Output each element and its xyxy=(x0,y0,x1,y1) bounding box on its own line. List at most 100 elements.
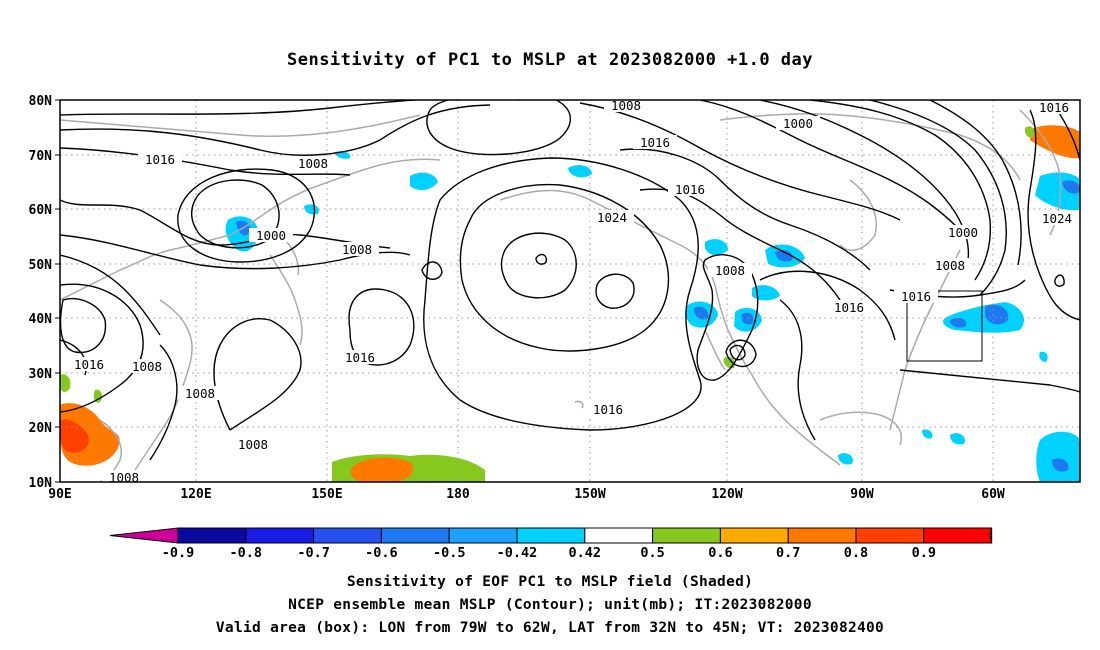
isobar xyxy=(1054,274,1065,287)
isobar xyxy=(639,188,841,301)
isobar xyxy=(149,344,178,461)
lat-label: 80N xyxy=(29,94,53,109)
isobar xyxy=(729,344,746,361)
contour-labels: 1008 1000 1016 1016 1008 1000 1008 1016 … xyxy=(67,98,1079,485)
colorbar-label: -0.9 xyxy=(162,545,195,561)
colorbar-swatch xyxy=(380,527,450,544)
isobar xyxy=(500,232,577,299)
coastline-hudson xyxy=(839,179,877,251)
lon-label: 60W xyxy=(981,487,1005,502)
contour-label: 1016 xyxy=(834,300,864,315)
colorbar-label: 0.42 xyxy=(569,545,602,561)
isobar xyxy=(535,253,548,265)
contour-label: 1008 xyxy=(611,98,641,113)
shade-negative-6-core xyxy=(694,306,709,320)
isobar xyxy=(60,298,107,354)
coastline-alaska xyxy=(499,189,716,286)
contour-label: 1000 xyxy=(948,225,978,240)
colorbar-swatch xyxy=(584,527,654,544)
contour-label: 1008 xyxy=(935,258,965,273)
contour-label: 1016 xyxy=(1039,100,1069,115)
isobar xyxy=(1027,109,1080,321)
lon-label: 150W xyxy=(574,487,605,502)
colorbar-swatch xyxy=(652,527,721,544)
coastline-gulf xyxy=(819,411,902,446)
coastline-baja xyxy=(704,329,726,371)
colorbar-label: 0.5 xyxy=(640,545,664,561)
caption-shaded: Sensitivity of EOF PC1 to MSLP field (Sh… xyxy=(346,574,754,590)
shade-negative-12-core xyxy=(1062,180,1080,194)
contour-label: 1024 xyxy=(597,210,627,225)
shade-negative-15 xyxy=(838,453,853,465)
isobar xyxy=(899,369,1080,393)
colorbar-label: -0.42 xyxy=(497,545,538,561)
isobar xyxy=(60,147,351,176)
isobar xyxy=(779,299,816,441)
coastline-korea-china xyxy=(134,299,193,471)
lon-label: 120E xyxy=(180,487,211,502)
isobar xyxy=(213,318,302,431)
shade-negative-2 xyxy=(410,172,438,191)
lon-label: 180 xyxy=(446,487,470,502)
lat-label: 50N xyxy=(29,258,53,273)
isobar xyxy=(177,168,316,263)
isobar xyxy=(421,261,443,280)
shade-negative-14 xyxy=(950,433,965,445)
contour-layer xyxy=(60,100,1080,461)
lat-label: 10N xyxy=(29,476,53,491)
colorbar-swatch xyxy=(855,527,925,544)
shade-negative-11 xyxy=(943,302,1025,333)
contour-label: 1024 xyxy=(1042,211,1072,226)
isobar xyxy=(725,339,757,368)
shade-negative-5 xyxy=(304,204,319,215)
lat-label: 20N xyxy=(29,421,53,436)
shade-negative-16 xyxy=(1039,351,1048,362)
isobar xyxy=(60,254,161,336)
colorbar-label: -0.8 xyxy=(230,545,263,561)
coastline-hawaii xyxy=(574,400,584,409)
contour-label: 1016 xyxy=(145,152,175,167)
shade-negative-3 xyxy=(568,165,592,178)
lat-label: 70N xyxy=(29,149,53,164)
caption-contour: NCEP ensemble mean MSLP (Contour); unit(… xyxy=(288,597,812,613)
lon-label: 120W xyxy=(711,487,742,502)
colorbar-swatch xyxy=(787,527,857,544)
caption-valid-area: Valid area (box): LON from 79W to 62W, L… xyxy=(215,620,885,636)
contour-label: 1008 xyxy=(185,386,215,401)
isobar xyxy=(60,339,87,376)
shade-positive-central-core xyxy=(350,457,414,482)
isobar xyxy=(809,100,992,281)
lat-axis: 80N 70N 60N 50N 40N 30N 20N 10N xyxy=(29,94,53,491)
shade-positive-west-core xyxy=(60,419,89,453)
lon-label: 90W xyxy=(850,487,874,502)
isobar xyxy=(869,100,1007,296)
valid-area-box xyxy=(906,290,983,362)
tick-marks xyxy=(55,99,60,483)
colorbar-swatch xyxy=(516,527,586,544)
colorbar-label: 0.8 xyxy=(844,545,868,561)
shade-negative-8 xyxy=(752,285,780,301)
colorbar-swatch xyxy=(313,527,382,544)
shade-negative-11-core xyxy=(985,304,1009,325)
isobar xyxy=(60,104,491,156)
shade-negative-13 xyxy=(1036,431,1080,482)
colorbar-over-triangle xyxy=(989,527,993,544)
lon-label: 150E xyxy=(311,487,342,502)
isobar xyxy=(759,270,896,341)
shade-green-west xyxy=(60,374,71,392)
lon-label: 90E xyxy=(48,487,71,502)
contour-label: 1008 xyxy=(132,359,162,374)
isobar xyxy=(579,102,901,221)
colorbar-label: -0.6 xyxy=(365,545,398,561)
contour-label: 1000 xyxy=(256,228,286,243)
shade-negative-13-core xyxy=(1052,458,1069,472)
isobar xyxy=(699,100,961,231)
contour-label: 1008 xyxy=(715,263,745,278)
coastline-namerica-north xyxy=(719,113,1021,181)
colorbar-label: -0.7 xyxy=(297,545,330,561)
isobar xyxy=(60,283,144,413)
isobar xyxy=(423,157,702,431)
lat-label: 30N xyxy=(29,367,53,382)
shading-layer xyxy=(60,125,1080,482)
